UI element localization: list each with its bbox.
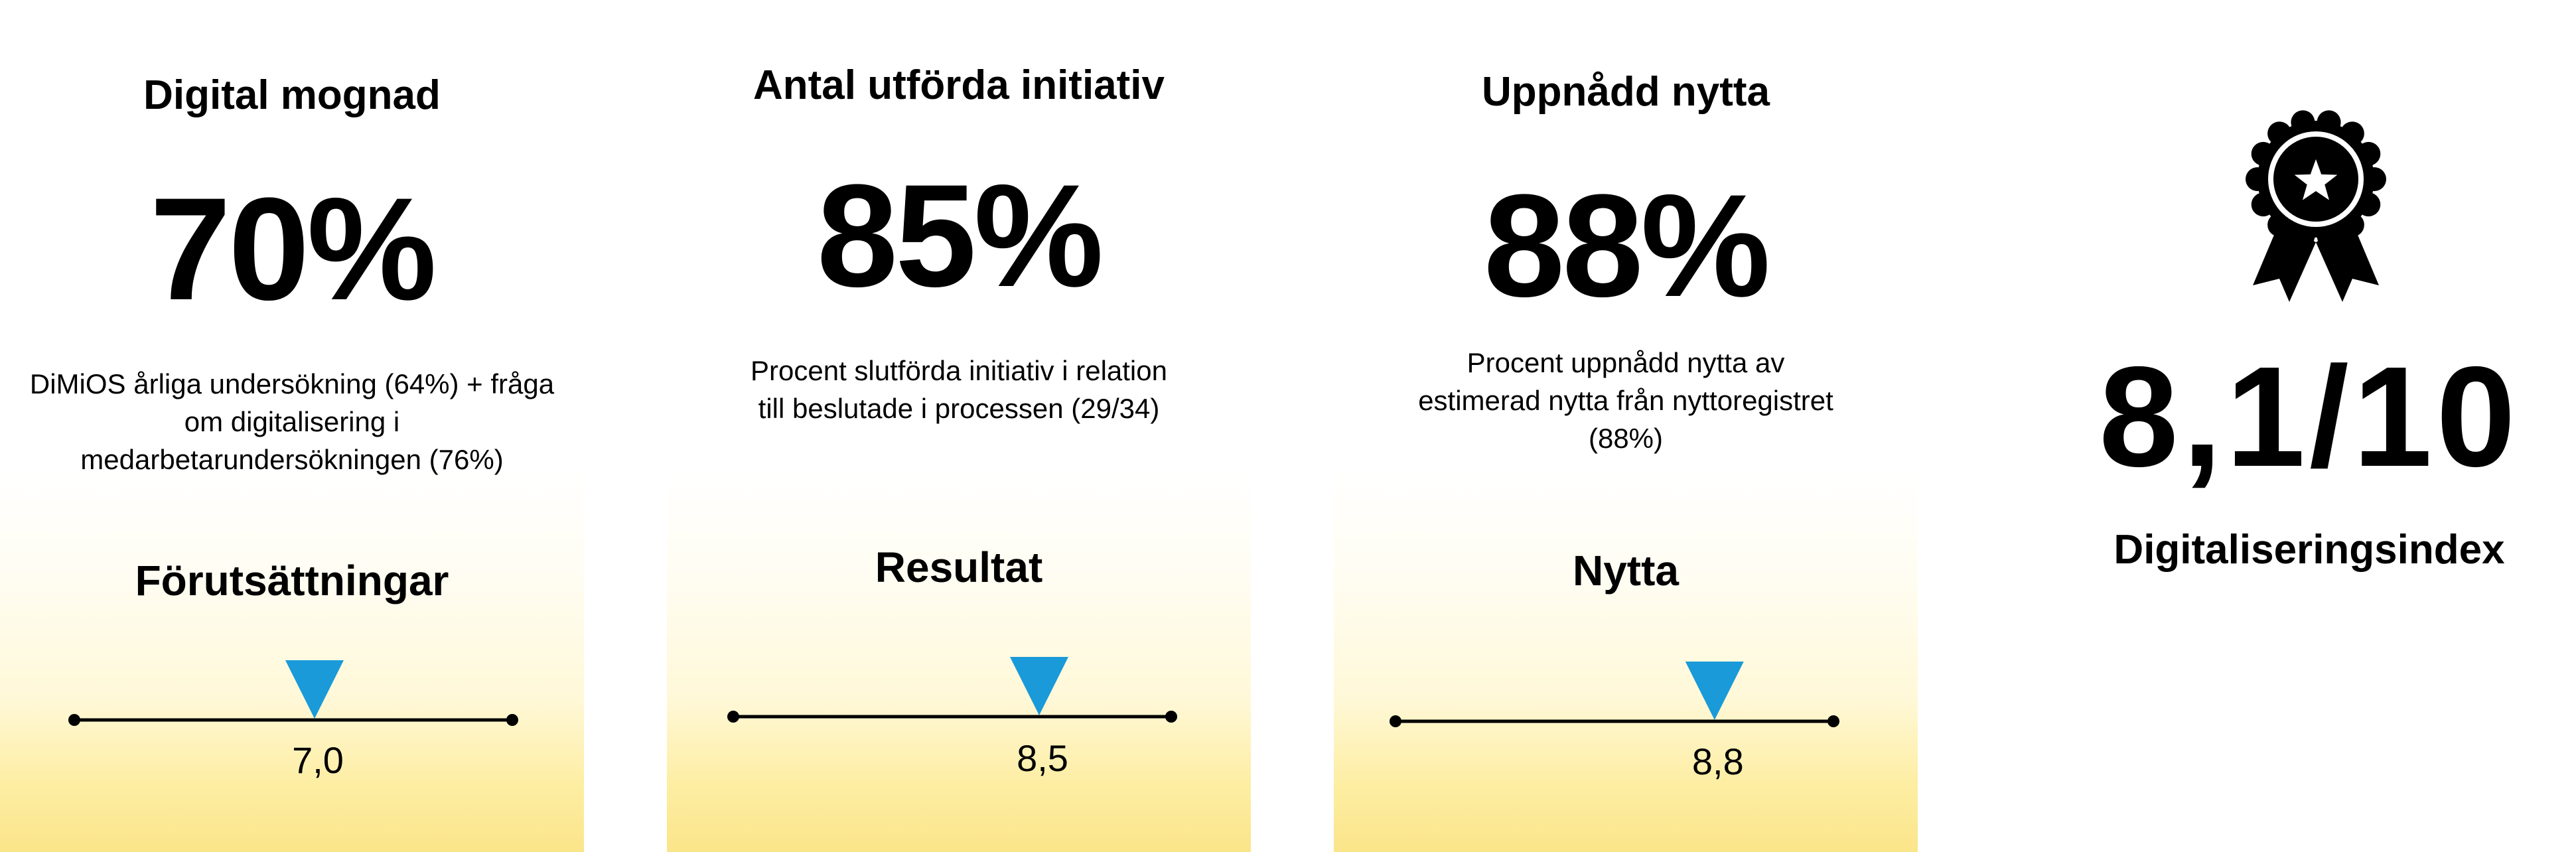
card-percentage: 70% — [149, 167, 437, 330]
scale-marker-triangle — [1685, 662, 1744, 720]
index-score-value: 8,1/10 — [2099, 336, 2520, 496]
scale-score-value: 8,5 — [1017, 737, 1068, 779]
card-description: Procent uppnådd nytta av estimerad nytta… — [1418, 347, 1833, 455]
card-title: Digital mognad — [143, 72, 441, 118]
digitalization-index: 8,1/10 Digitaliseringsindex — [2050, 0, 2568, 852]
scale-start-dot — [1390, 715, 1401, 727]
card-title: Uppnådd nytta — [1482, 69, 1770, 115]
scale-end-dot — [506, 714, 518, 726]
card-category-label: Resultat — [875, 543, 1043, 591]
award-ribbon-icon — [2246, 110, 2386, 302]
card-title: Antal utförda initiativ — [753, 62, 1165, 108]
scale-svg — [1390, 662, 1839, 727]
scale-end-dot — [1165, 711, 1177, 723]
card-percentage: 85% — [816, 154, 1104, 317]
scale-marker-triangle — [1010, 657, 1068, 715]
scale-end-dot — [1827, 715, 1839, 727]
score-scale: 8,8 — [1334, 657, 1918, 816]
scale-start-dot — [727, 711, 739, 723]
card-percentage: 88% — [1483, 164, 1770, 327]
card-completed-initiatives: Antal utförda initiativ 85% Procent slut… — [667, 0, 1251, 852]
score-scale: 8,5 — [667, 657, 1251, 816]
scale-svg — [68, 660, 518, 726]
card-description: Procent slutförda initiativ i relation t… — [751, 355, 1167, 425]
card-description: DiMiOS årliga undersökning (64%) + fråga… — [29, 368, 555, 476]
scale-score-value: 7,0 — [292, 739, 344, 781]
card-digital-maturity: Digital mognad 70% DiMiOS årliga undersö… — [0, 0, 584, 852]
scale-start-dot — [68, 714, 80, 726]
scale-svg — [727, 657, 1177, 723]
card-achieved-benefit: Uppnådd nytta 88% Procent uppnådd nytta … — [1334, 0, 1918, 852]
card-category-label: Förutsättningar — [135, 557, 449, 604]
scale-score-value: 8,8 — [1691, 741, 1744, 782]
scale-marker-triangle — [285, 660, 344, 719]
index-label: Digitaliseringsindex — [2113, 527, 2505, 573]
card-category-label: Nytta — [1572, 547, 1680, 595]
score-scale: 7,0 — [0, 657, 584, 816]
